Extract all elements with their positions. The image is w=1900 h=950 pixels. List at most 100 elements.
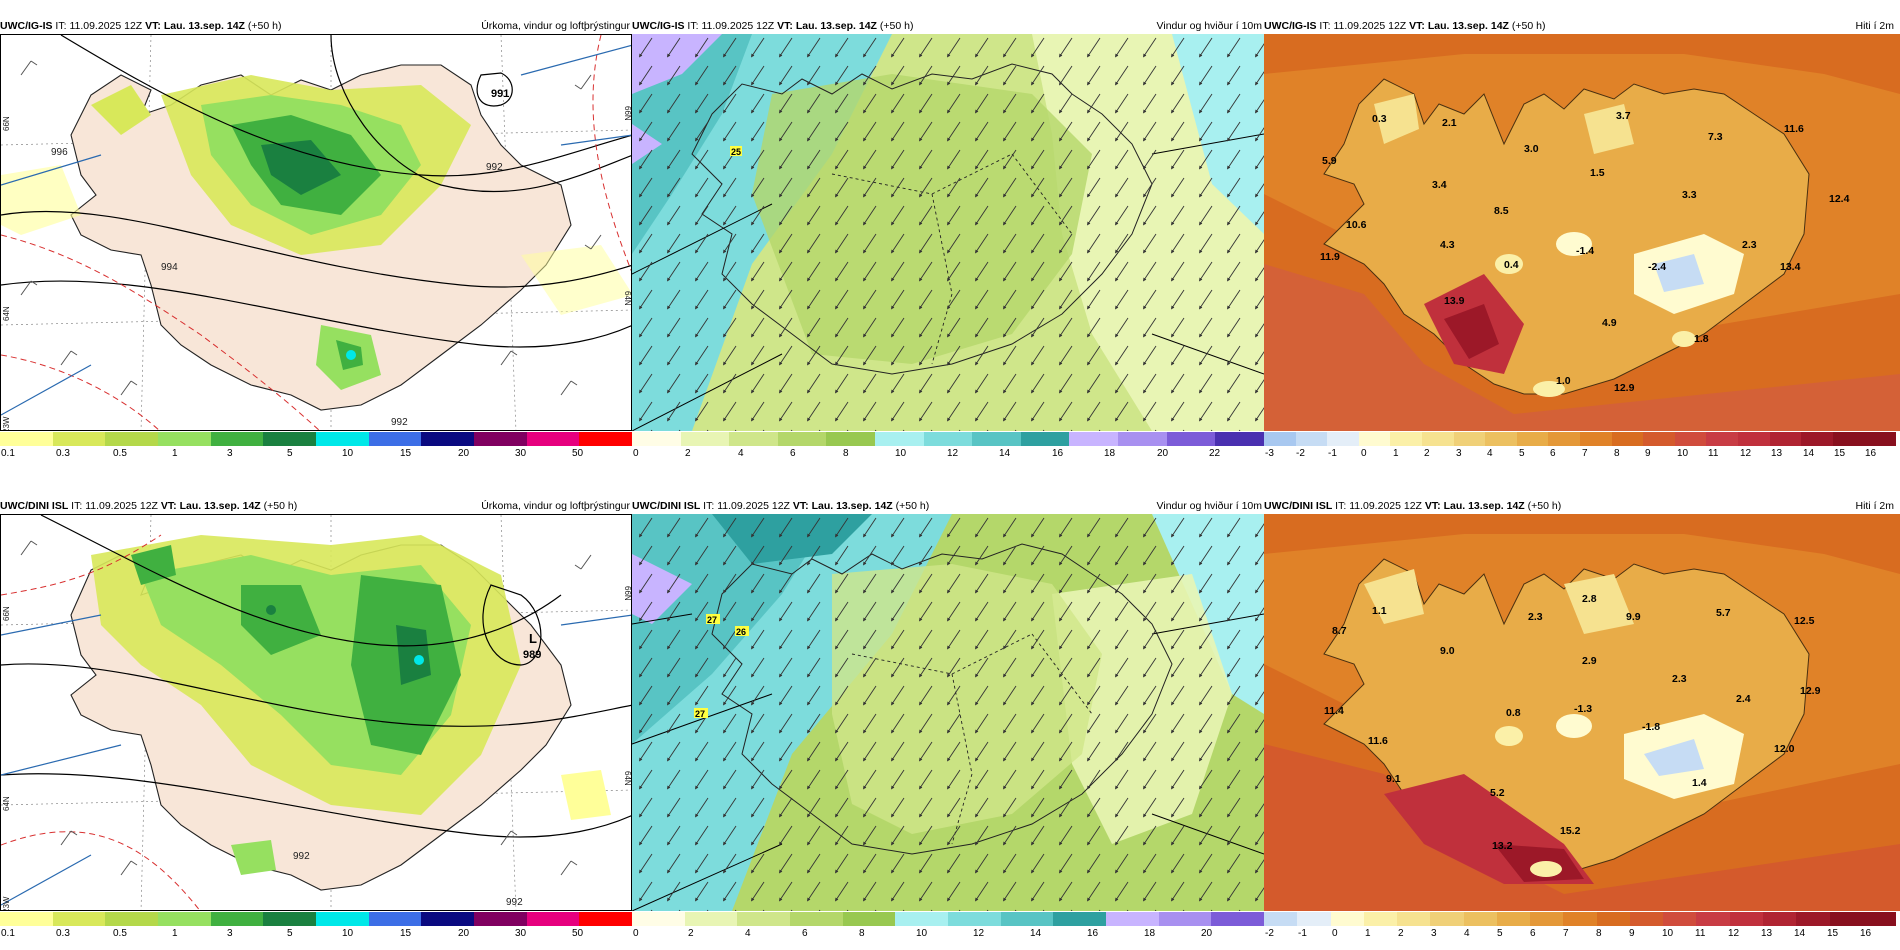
- tick: 3: [1456, 448, 1462, 459]
- svg-text:64N: 64N: [2, 306, 11, 321]
- svg-text:1.4: 1.4: [1692, 777, 1707, 789]
- panel-header: UWC/IG-IS IT: 11.09.2025 12Z VT: Lau. 13…: [0, 19, 632, 33]
- wind-colorbar-ticks: 0 2 4 6 8 10 12 14 16 18 20: [632, 928, 1264, 942]
- panel-dini-temp: UWC/DINI ISL IT: 11.09.2025 12Z VT: Lau.…: [1264, 499, 1900, 944]
- svg-text:3.4: 3.4: [1432, 179, 1447, 191]
- tick: 6: [1550, 448, 1556, 459]
- model-name: UWC/IG-IS: [0, 20, 53, 32]
- init-label: IT:: [1319, 20, 1331, 32]
- svg-text:66N: 66N: [2, 116, 11, 131]
- pressure-label: 991: [491, 88, 509, 100]
- wind-map[interactable]: 25: [632, 34, 1264, 431]
- wind-map-svg: 25: [632, 34, 1264, 431]
- tick: 7: [1563, 928, 1569, 939]
- precip-map[interactable]: 991 992 994 996 992 66N 64N 66N 64N 23W: [0, 34, 632, 431]
- tick: 0.5: [113, 928, 127, 939]
- tick: 13: [1771, 448, 1783, 459]
- tick: 0.1: [1, 448, 15, 459]
- tick: 20: [458, 928, 470, 939]
- panel-header: UWC/IG-IS IT: 11.09.2025 12Z VT: Lau. 13…: [632, 19, 1264, 33]
- svg-text:11.9: 11.9: [1320, 251, 1340, 263]
- tick: 0.3: [56, 448, 70, 459]
- gust-label: 27: [707, 615, 717, 625]
- variable-title: Vindur og hviður í 10m: [1156, 500, 1262, 512]
- valid-label: VT:: [1409, 20, 1425, 32]
- tick: 18: [1104, 448, 1116, 459]
- temperature-map[interactable]: 0.3 2.1 3.7 11.6 5.9 3.0 7.3 1.5 3.4 3.3…: [1264, 34, 1900, 431]
- svg-text:4.9: 4.9: [1602, 317, 1617, 329]
- svg-text:3.0: 3.0: [1524, 143, 1539, 155]
- tick: 0: [1361, 448, 1367, 459]
- lead-time: (+50 h): [247, 20, 282, 32]
- gust-label: 27: [695, 709, 705, 719]
- svg-text:23W: 23W: [2, 896, 11, 911]
- svg-text:66N: 66N: [623, 106, 632, 121]
- lead-time: (+50 h): [263, 500, 298, 512]
- temperature-map[interactable]: 1.1 2.8 5.7 8.7 2.3 9.9 12.5 9.0 2.9 2.3…: [1264, 514, 1900, 911]
- svg-text:10.6: 10.6: [1346, 219, 1367, 231]
- svg-text:2.3: 2.3: [1742, 239, 1757, 251]
- svg-text:64N: 64N: [623, 291, 632, 306]
- wind-colorbar: [632, 432, 1264, 446]
- temp-colorbar-ticks-top: -3 -2 -1 0 1 2 3 4 5 6 7 8 9 10 11 12 13…: [1264, 448, 1900, 462]
- tick: 20: [1157, 448, 1169, 459]
- isobar-label: 994: [161, 262, 178, 273]
- svg-text:2.8: 2.8: [1582, 593, 1597, 605]
- svg-text:1.1: 1.1: [1372, 605, 1387, 617]
- valid-time: Lau. 13.sep. 14Z: [1427, 20, 1509, 32]
- svg-text:-1.4: -1.4: [1576, 245, 1594, 257]
- init-time: 11.09.2025 12Z: [701, 20, 775, 32]
- svg-text:15.2: 15.2: [1560, 825, 1581, 837]
- tick: 3: [1431, 928, 1437, 939]
- tick: -1: [1298, 928, 1307, 939]
- tick: 11: [1695, 928, 1706, 939]
- svg-text:3.3: 3.3: [1682, 189, 1697, 201]
- model-name: UWC/DINI ISL: [632, 500, 701, 512]
- isobar-label: 996: [51, 147, 68, 158]
- isobar-label: 992: [391, 417, 408, 428]
- wind-arrows: [632, 34, 1264, 431]
- wind-map-svg: 27 26 27: [632, 514, 1264, 911]
- svg-text:5.9: 5.9: [1322, 155, 1337, 167]
- svg-text:1.5: 1.5: [1590, 167, 1605, 179]
- low-pressure-marker: L: [529, 631, 537, 646]
- precip-map[interactable]: L 989 992 992 66N 66N 64N 64N 23W: [0, 514, 632, 911]
- tick: 8: [1614, 448, 1620, 459]
- wind-map[interactable]: 27 26 27: [632, 514, 1264, 911]
- tick: 10: [916, 928, 928, 939]
- tick: 6: [802, 928, 808, 939]
- temperature-contours: [1, 534, 201, 910]
- isobar-label: 992: [486, 162, 503, 173]
- tick: 5: [1497, 928, 1503, 939]
- lead-time: (+50 h): [879, 20, 914, 32]
- lat-lon-labels: 66N 66N 64N 64N 23W: [2, 586, 631, 911]
- tick: 2: [1398, 928, 1404, 939]
- precip-shading: [1, 75, 631, 390]
- svg-text:13.4: 13.4: [1780, 261, 1801, 273]
- temp-colorbar-ticks-bottom: -2 -1 0 1 2 3 4 5 6 7 8 9 10 11 12 13 14…: [1264, 928, 1900, 942]
- tick: 3: [227, 448, 233, 459]
- tick: -2: [1265, 928, 1274, 939]
- panel-dini-precip: UWC/DINI ISL IT: 11.09.2025 12Z VT: Lau.…: [0, 499, 633, 944]
- tick: 4: [745, 928, 751, 939]
- lead-time: (+50 h): [895, 500, 930, 512]
- tick: 15: [400, 928, 412, 939]
- gust-label: 26: [736, 627, 746, 637]
- tick: 0: [633, 928, 639, 939]
- svg-text:-2.4: -2.4: [1648, 261, 1666, 273]
- lat-lon-labels: 66N 64N 66N 64N 23W: [2, 106, 632, 430]
- init-label: IT:: [703, 500, 715, 512]
- isobar-label: 992: [293, 851, 310, 862]
- precip-colorbar-ticks: 0.1 0.3 0.5 1 3 5 10 15 20 30 50: [0, 448, 632, 462]
- svg-text:11.4: 11.4: [1324, 705, 1344, 717]
- precip-colorbar-ticks: 0.1 0.3 0.5 1 3 5 10 15 20 30 50: [0, 928, 632, 942]
- init-time: 11.09.2025 12Z: [1349, 500, 1422, 512]
- tick: 0.5: [113, 448, 127, 459]
- svg-text:-1.8: -1.8: [1642, 721, 1660, 733]
- svg-text:64N: 64N: [2, 796, 11, 811]
- temperature-contours: [1, 35, 631, 430]
- svg-text:0.3: 0.3: [1372, 113, 1387, 125]
- tick: 12: [947, 448, 959, 459]
- tick: 18: [1144, 928, 1156, 939]
- valid-label: VT:: [792, 500, 809, 512]
